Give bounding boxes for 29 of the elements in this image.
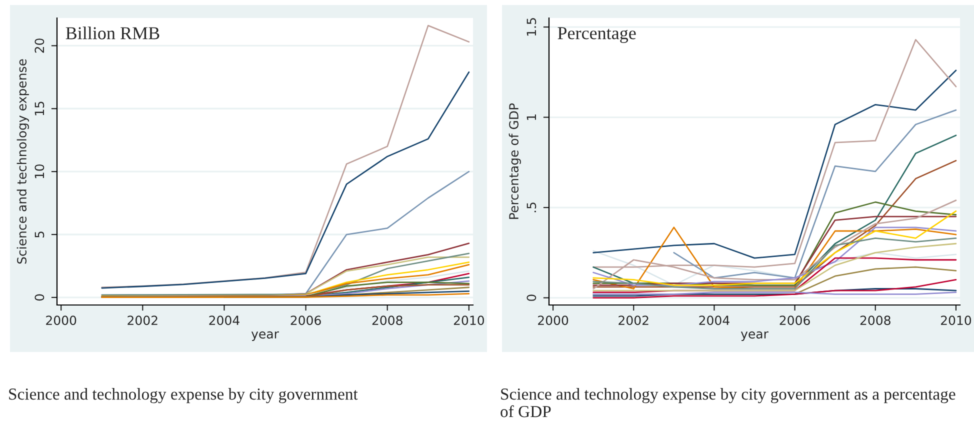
y-tick-label: 1.5 (526, 18, 536, 36)
text: Science and technology expense by city government (9, 388, 358, 404)
x-tick-label: 2004 (209, 316, 240, 326)
x-tick-label: 2008 (860, 316, 890, 326)
y-tick-label: 1 (526, 114, 536, 120)
x-tick-label: 2010 (454, 316, 484, 326)
x-tick-label: 2002 (618, 316, 648, 326)
annotation: Percentage (558, 27, 636, 43)
annotation: Billion RMB (66, 26, 160, 40)
x-tick-label: 2010 (940, 316, 972, 326)
y-tick-label: 15 (34, 102, 44, 116)
x-axis-title: year (740, 331, 768, 341)
x-tick-label: 2000 (538, 316, 568, 326)
y-axis-title: Science and technology expense (16, 59, 29, 264)
text: Science and technology expense by city government as a percentage of GDP (500, 388, 956, 418)
x-tick-label: 2004 (699, 316, 730, 326)
x-tick-label: 2006 (290, 316, 321, 326)
x-tick-label: 2002 (128, 316, 158, 326)
y-tick-label: 20 (34, 38, 44, 53)
y-tick-label: 0 (526, 294, 536, 301)
x-tick-label: 2008 (372, 316, 402, 326)
x-tick-label: 2006 (780, 316, 810, 326)
x-tick-label: 2000 (46, 316, 76, 326)
y-tick-label: 0 (34, 294, 44, 301)
y-tick-label: .5 (526, 202, 536, 212)
y-axis-title: Percentage of GDP (508, 103, 521, 219)
y-tick-label: 5 (34, 232, 44, 238)
y-tick-label: 10 (34, 164, 44, 178)
x-axis-title: year (251, 331, 279, 341)
